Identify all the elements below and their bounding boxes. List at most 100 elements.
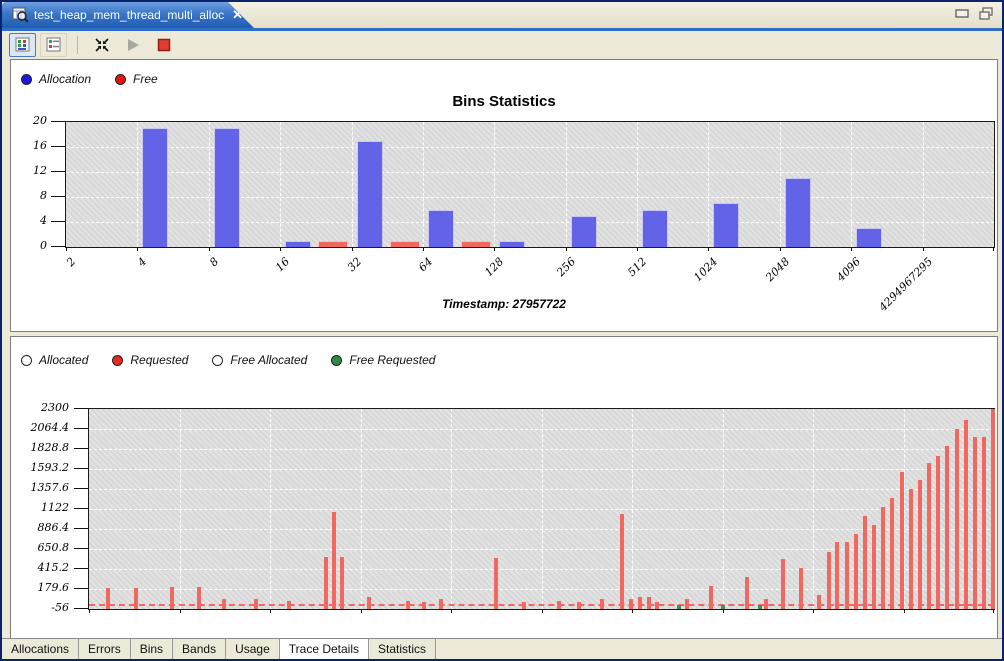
bottom-tab-bar: Allocations Errors Bins Bands Usage Trace Det… (2, 638, 1002, 659)
requested-bar (629, 598, 633, 609)
requested-bar (918, 479, 922, 609)
legend-item-requested[interactable]: Requested (112, 353, 188, 367)
allocation-bar (713, 203, 740, 247)
gridline-v (903, 409, 905, 609)
gridline-v (351, 122, 353, 247)
free-bar (318, 240, 349, 247)
bottom-tab-bins[interactable]: Bins (131, 639, 174, 659)
gridline-v (494, 122, 496, 247)
tab-title: test_heap_mem_thread_multi_alloc (34, 8, 225, 22)
restore-icon[interactable] (979, 7, 994, 20)
y-tick (51, 121, 65, 122)
y-tick (51, 146, 65, 147)
bottom-tab-trace-details[interactable]: Trace Details (279, 639, 370, 659)
legend-dot-icon (115, 73, 127, 85)
play-button[interactable] (119, 33, 146, 57)
requested-bar (324, 557, 328, 609)
y-tick (74, 608, 88, 609)
requested-bar (106, 588, 110, 609)
legend-label: Free Requested (349, 353, 436, 367)
gridline-v (708, 122, 710, 247)
y-tick (51, 171, 65, 172)
detail-view-button[interactable] (9, 33, 36, 57)
collapse-button[interactable] (88, 33, 115, 57)
bottom-tab-usage[interactable]: Usage (226, 639, 280, 659)
gridline-v (137, 122, 139, 247)
y-tick (74, 528, 88, 529)
requested-bar (764, 599, 768, 609)
gridline-v (637, 122, 639, 247)
legend-label: Free Allocated (230, 353, 308, 367)
gridline-h (66, 222, 994, 223)
requested-bar (170, 586, 174, 609)
trace-details-panel: Allocated Requested Free Allocated Free Req… (10, 336, 998, 639)
free-bar (460, 240, 491, 247)
requested-bar (332, 512, 336, 609)
requested-bar (557, 600, 561, 609)
y-tick (74, 508, 88, 509)
y-tick-label: 20 (33, 114, 47, 127)
legend-item-free-requested[interactable]: Free Requested (331, 353, 435, 367)
close-icon[interactable]: ✕ (232, 7, 244, 22)
play-icon (127, 39, 139, 51)
y-tick-label: 4 (40, 214, 47, 227)
y-tick-label: 179.6 (37, 581, 70, 594)
y-tick (74, 588, 88, 589)
legend-item-free-allocated[interactable]: Free Allocated (212, 353, 307, 367)
requested-bar (781, 559, 785, 609)
trace-legend: Allocated Requested Free Allocated Free Req… (21, 353, 435, 367)
gridline-v (360, 409, 362, 609)
allocation-bar (213, 128, 240, 247)
toolbar-separator (77, 36, 78, 54)
requested-bar (909, 489, 913, 609)
requested-bar (845, 541, 849, 609)
stop-button[interactable] (150, 33, 177, 57)
requested-bar (854, 534, 858, 609)
gridline-v (179, 409, 181, 609)
bottom-tab-statistics[interactable]: Statistics (369, 639, 437, 659)
tab-underline (2, 28, 1002, 31)
y-tick-label: 1357.6 (30, 481, 70, 494)
x-tick-label: 2 (64, 255, 79, 270)
requested-bar (799, 568, 803, 609)
requested-bar (620, 513, 624, 609)
requested-bar (982, 437, 986, 609)
free-bar (389, 240, 420, 247)
requested-bar (222, 599, 226, 609)
x-tick (280, 247, 282, 251)
x-tick-label: 1024 (691, 255, 721, 284)
stop-icon (157, 38, 170, 52)
legend-label: Allocation (39, 72, 92, 86)
requested-bar (890, 498, 894, 609)
bottom-tab-allocations[interactable]: Allocations (2, 639, 80, 659)
requested-bar (881, 507, 885, 609)
bottom-tab-errors[interactable]: Errors (79, 639, 131, 659)
y-tick-label: 12 (33, 164, 47, 177)
gridline-v (722, 409, 724, 609)
x-tick (922, 247, 924, 251)
allocation-bar (356, 140, 383, 247)
legend-item-allocated[interactable]: Allocated (21, 353, 88, 367)
tab-test-heap[interactable]: test_heap_mem_thread_multi_alloc ✕ (2, 2, 254, 28)
requested-bar (964, 420, 968, 609)
x-tick-label: 128 (482, 255, 507, 280)
detail-view-icon (15, 37, 29, 52)
gridline-v (270, 409, 271, 609)
y-tick-label: 1828.8 (30, 441, 70, 454)
allocation-bar (499, 240, 526, 247)
x-tick (351, 247, 353, 251)
bottom-tab-bands[interactable]: Bands (173, 639, 227, 659)
x-tick (66, 247, 67, 251)
requested-bar (422, 601, 426, 609)
allocation-bar (856, 228, 883, 247)
requested-bar (494, 557, 498, 609)
x-tick (270, 609, 271, 613)
x-tick (360, 609, 362, 613)
x-tick (779, 247, 781, 251)
x-tick (422, 247, 424, 251)
list-view-button[interactable] (40, 33, 67, 57)
y-tick-label: 8 (40, 189, 47, 202)
allocation-bar (570, 215, 597, 247)
x-tick (993, 247, 994, 251)
minimize-icon[interactable] (955, 7, 970, 20)
